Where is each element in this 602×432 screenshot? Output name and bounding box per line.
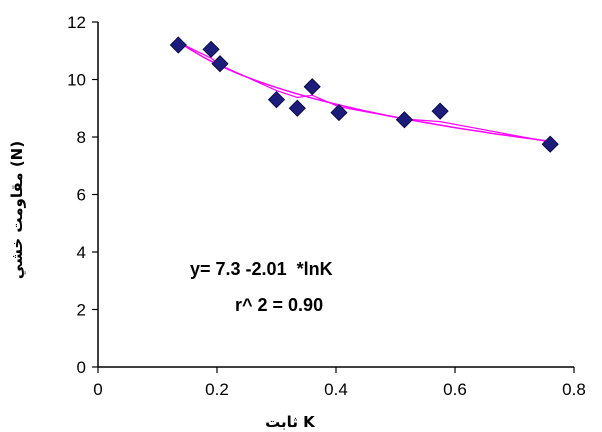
- y-tick-label: 12: [67, 13, 86, 32]
- data-point: [288, 99, 306, 117]
- y-axis-title: مقاومت خشي (N): [8, 141, 26, 279]
- y-tick-label: 2: [77, 301, 86, 320]
- data-point: [541, 135, 559, 153]
- annotation-r-squared: r^ 2 = 0.90: [235, 295, 323, 315]
- log-fit-curve: [177, 40, 551, 143]
- x-axis-title: ثابت K: [265, 413, 316, 431]
- data-point: [395, 111, 413, 129]
- x-tick-label: 0.4: [324, 380, 348, 399]
- data-point: [303, 78, 321, 96]
- y-tick-label: 8: [77, 128, 86, 147]
- y-tick-label: 6: [77, 186, 86, 205]
- x-tick-label: 0.2: [205, 380, 229, 399]
- x-tick-label: 0.8: [562, 380, 586, 399]
- x-tick-label: 0.6: [443, 380, 467, 399]
- axis-ticks: 0 0.2 0.4 0.6 0.8 0 2 4 6 8 10 12: [67, 13, 586, 399]
- plot-area: 0 0.2 0.4 0.6 0.8 0 2 4 6 8 10 12: [67, 13, 586, 399]
- data-point: [267, 91, 286, 109]
- series-lines: [177, 40, 551, 143]
- data-point: [431, 102, 449, 120]
- y-tick-label: 10: [67, 71, 86, 90]
- annotation-equation: y= 7.3 -2.01 *lnK: [190, 259, 333, 279]
- data-point: [330, 103, 348, 122]
- data-point: [202, 40, 220, 58]
- data-point: [169, 36, 187, 54]
- data-point: [211, 55, 229, 73]
- data-points: [169, 36, 559, 153]
- x-tick-label: 0: [93, 380, 102, 399]
- trend-line: [178, 41, 551, 143]
- y-tick-label: 0: [77, 358, 86, 377]
- y-tick-label: 4: [77, 243, 86, 262]
